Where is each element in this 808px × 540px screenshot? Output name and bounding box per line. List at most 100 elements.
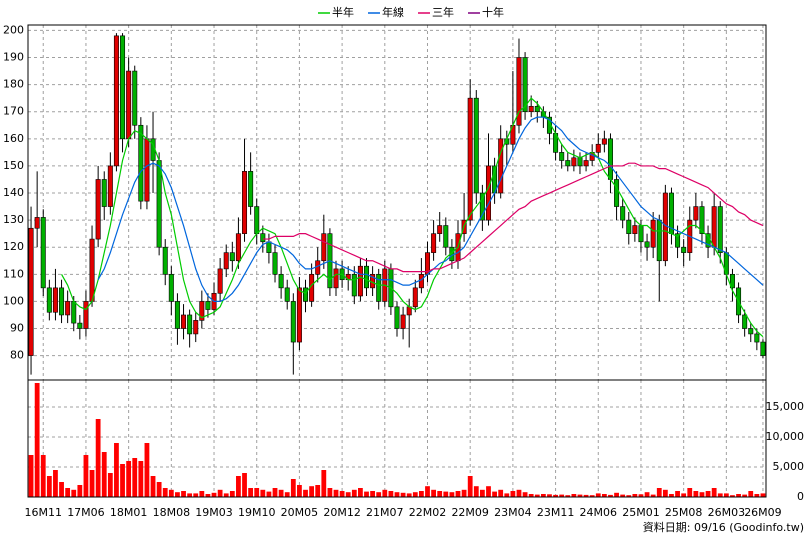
ma-line (262, 162, 764, 273)
volume-bar (211, 492, 217, 497)
x-tick-label: 22M02 (409, 506, 447, 519)
volume-bar (242, 473, 247, 497)
volume-bar (492, 491, 497, 497)
y-tick-label: 150 (3, 159, 24, 172)
volume-bar (425, 486, 430, 497)
candle-body (467, 97, 473, 221)
volume-bar (345, 492, 351, 497)
volume-bar (303, 489, 308, 497)
volume-bar (742, 494, 748, 497)
candle-body (34, 217, 40, 229)
volume-bar (364, 491, 369, 497)
candle-body (498, 138, 504, 194)
volume-bar (540, 494, 546, 497)
y-tick-label: 120 (3, 240, 24, 253)
candle-body (187, 314, 193, 335)
volume-bar (284, 492, 290, 497)
volume-bar (266, 491, 272, 497)
volume-bar (656, 488, 662, 497)
x-tick-label: 19M10 (238, 506, 276, 519)
candle-body (742, 314, 748, 329)
candle-body (321, 233, 327, 262)
volume-bar (644, 492, 650, 497)
candle-body (760, 341, 766, 356)
volume-bar (754, 494, 760, 497)
y2-tick-label: 10,000 (766, 430, 805, 443)
volume-bar (358, 488, 363, 497)
candle-body (217, 268, 223, 294)
candle-body (59, 287, 65, 316)
candle-body (52, 287, 58, 313)
volume-bar (297, 485, 302, 497)
candle-body (296, 287, 302, 343)
x-tick-label: 25M01 (622, 506, 660, 519)
candle-body (162, 246, 168, 275)
volume-bar (290, 479, 296, 497)
volume-bar (455, 491, 461, 497)
volume-bar (59, 482, 64, 497)
y-tick-label: 160 (3, 132, 24, 145)
volume-bar (309, 486, 315, 497)
volume-bar (730, 495, 735, 497)
legend-label: 三年 (432, 5, 454, 19)
candle-body (479, 192, 485, 221)
y-tick-label: 80 (10, 349, 24, 362)
volume-bar (400, 492, 406, 497)
x-tick-label: 20M12 (323, 506, 361, 519)
x-tick-label: 17M06 (67, 506, 105, 519)
legend-label: 十年 (482, 5, 504, 19)
candle-body (754, 333, 760, 343)
x-tick-label: 23M11 (537, 506, 575, 519)
volume-bar (699, 492, 705, 497)
volume-bar (40, 455, 46, 497)
candle-body (711, 206, 717, 248)
volume-bar (156, 482, 162, 497)
volume-bar (34, 383, 40, 497)
volume-bar (138, 461, 144, 497)
volume-bar (675, 491, 680, 497)
volume-bar (260, 489, 266, 497)
candle-body (650, 219, 656, 248)
candle-body (626, 219, 632, 234)
candle-body (174, 301, 180, 329)
candle-body (431, 233, 437, 253)
volume-bar (107, 473, 113, 497)
candle-body (138, 124, 144, 202)
candle-body (132, 70, 138, 126)
candle-body (46, 287, 52, 313)
volume-bar (418, 491, 424, 497)
volume-bar (510, 491, 516, 497)
candle-body (418, 274, 424, 289)
x-tick-label: 26M09 (744, 506, 782, 519)
volume-bar (272, 488, 278, 497)
volume-bar (168, 489, 174, 497)
volume-panel-border (27, 379, 767, 498)
volume-bar (114, 443, 119, 497)
candle-body (473, 97, 479, 194)
y-tick-label: 130 (3, 213, 24, 226)
volume-bar (449, 492, 455, 497)
candle-body (565, 160, 571, 167)
volume-bar (205, 494, 211, 497)
volume-bar (339, 491, 345, 497)
volume-bar (370, 491, 376, 497)
candle-body (437, 225, 443, 234)
candle-body (443, 225, 449, 248)
volume-bar (217, 489, 223, 497)
volume-bar (223, 493, 229, 497)
candle-body (632, 225, 638, 234)
volume-bar (77, 485, 83, 497)
x-tick-label: 26M03 (708, 506, 746, 519)
volume-bar (638, 494, 644, 497)
candle-body (577, 157, 583, 167)
volume-bar (565, 495, 571, 497)
y-tick-label: 200 (3, 23, 24, 36)
y2-tick-label: 15,000 (766, 400, 805, 413)
candle-body (181, 314, 187, 329)
y-tick-label: 180 (3, 78, 24, 91)
volume-bar (504, 493, 510, 497)
candle-body (620, 206, 626, 221)
volume-bar (175, 492, 180, 497)
volume-bar (595, 493, 601, 497)
volume-bar (388, 491, 394, 497)
